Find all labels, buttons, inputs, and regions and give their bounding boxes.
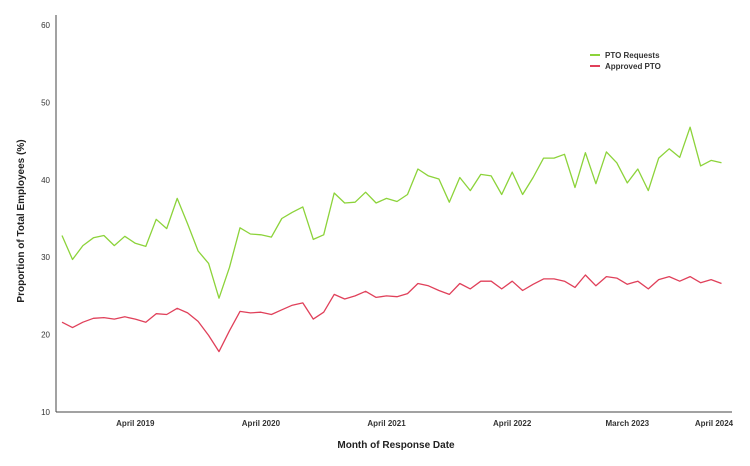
series-lines xyxy=(61,126,722,353)
legend: PTO Requests Approved PTO xyxy=(590,51,661,71)
legend-label: Approved PTO xyxy=(605,62,661,71)
y-tick-label: 50 xyxy=(41,98,50,107)
y-tick-labels: 10 20 30 40 50 60 xyxy=(41,21,50,417)
series-line-1 xyxy=(61,274,722,353)
y-tick-label: 30 xyxy=(41,253,50,262)
y-axis-label: Proportion of Total Employees (%) xyxy=(16,139,27,302)
y-tick-label: 10 xyxy=(41,408,50,417)
x-tick-label: April 2021 xyxy=(367,419,406,428)
x-tick-labels: April 2019 April 2020 April 2021 April 2022… xyxy=(116,419,734,428)
series-line-0 xyxy=(61,126,722,299)
x-axis-label: Month of Response Date xyxy=(337,440,455,451)
legend-label: PTO Requests xyxy=(605,51,660,60)
axes xyxy=(55,15,732,413)
x-tick-label: March 2023 xyxy=(606,419,650,428)
x-tick-label: April 2019 xyxy=(116,419,155,428)
y-tick-label: 20 xyxy=(41,331,50,340)
x-tick-label: April 2024 xyxy=(695,419,734,428)
x-tick-label: April 2020 xyxy=(242,419,281,428)
y-tick-label: 60 xyxy=(41,21,50,30)
x-tick-label: April 2022 xyxy=(493,419,532,428)
y-tick-label: 40 xyxy=(41,176,50,185)
